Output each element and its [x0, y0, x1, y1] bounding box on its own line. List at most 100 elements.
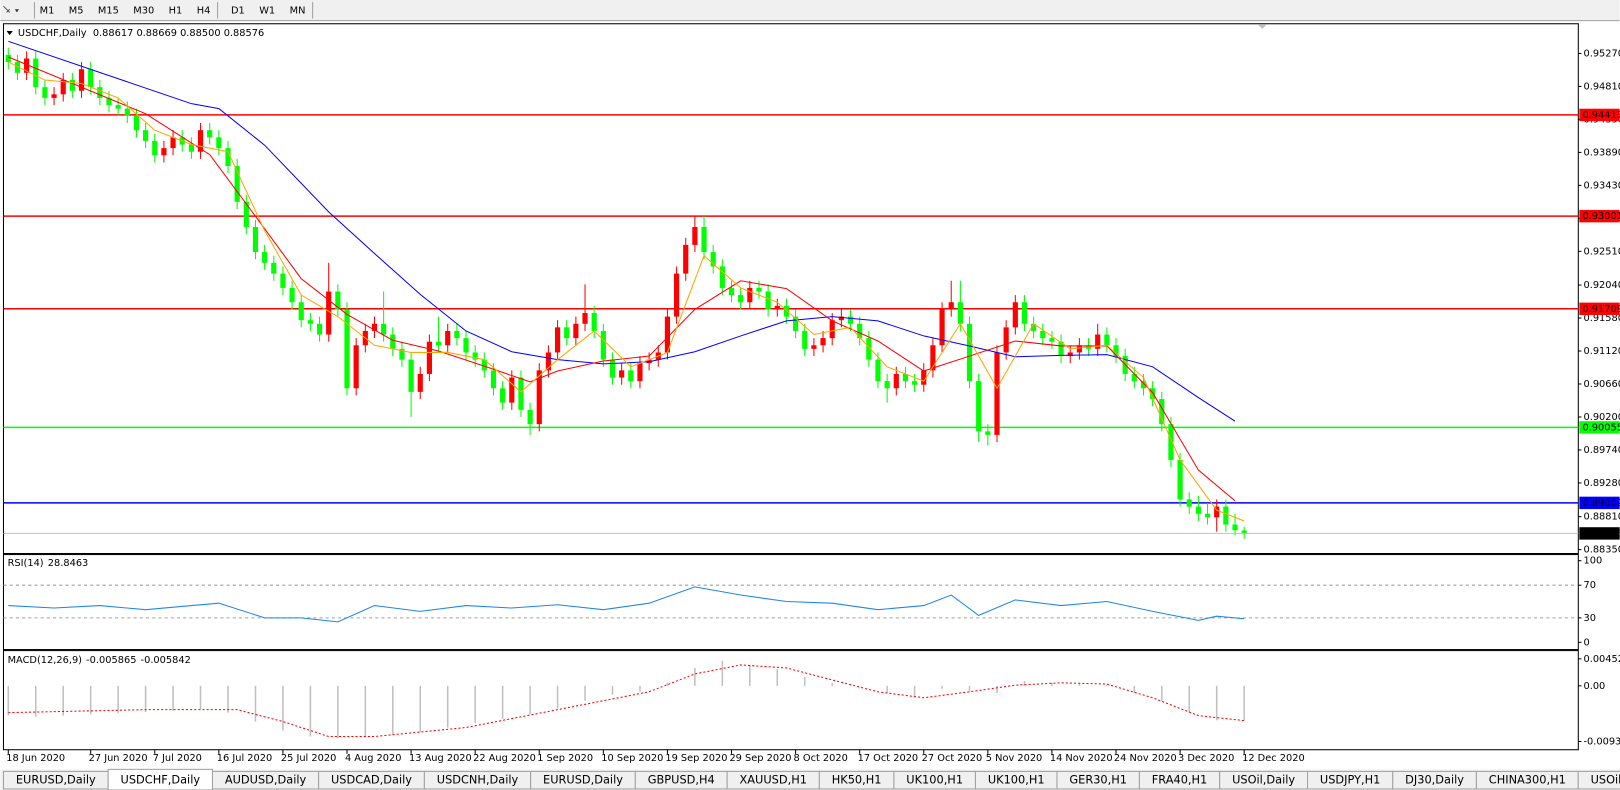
tab-label[interactable]: USDCNH,Daily [437, 773, 519, 787]
tab[interactable]: EURUSD,Daily [530, 770, 636, 790]
x-tick-label: 16 Jul 2020 [217, 753, 272, 764]
candle-body [106, 97, 112, 106]
tab-label[interactable]: FRA40,H1 [1152, 773, 1207, 787]
candle-body [1012, 302, 1018, 328]
timeframe-button[interactable]: M15 [98, 5, 119, 16]
tab-label[interactable]: GBPUSD,H4 [648, 773, 715, 787]
candle-body [701, 226, 707, 253]
tab[interactable]: USOil,... [1577, 770, 1620, 790]
tab-label[interactable]: DJ30,Daily [1405, 773, 1464, 787]
candle-body [875, 359, 881, 382]
tool-dropdown[interactable] [14, 9, 19, 13]
tab-label[interactable]: USDCHF,Daily [121, 773, 201, 787]
candle-body [765, 291, 771, 310]
level-label-box [1579, 108, 1620, 122]
level-label-box [1579, 421, 1620, 434]
macd-value: -0.005865 [86, 655, 136, 666]
candle-body [170, 137, 176, 149]
tab[interactable]: XAUUSD,H1 [726, 770, 820, 790]
candle-body [1058, 341, 1064, 357]
candle-body [793, 316, 799, 331]
candle-body [673, 273, 680, 317]
tab[interactable]: FRA40,H1 [1138, 770, 1221, 790]
timeframe-button[interactable]: MN [290, 5, 306, 16]
tab-label[interactable]: XAUUSD,H1 [740, 773, 807, 787]
candle-body [60, 79, 66, 95]
timeframe-button[interactable]: H1 [169, 5, 183, 16]
tab-label[interactable]: GER30,H1 [1069, 773, 1127, 787]
candle-body [252, 226, 259, 253]
candle-body [408, 359, 414, 392]
tab[interactable]: CHINA300,H1 [1475, 770, 1579, 790]
symbol: USDCHF,Daily [18, 28, 87, 39]
tab-label[interactable]: EURUSD,Daily [16, 773, 96, 787]
candle-body [939, 309, 945, 346]
tab-background[interactable] [1577, 770, 1620, 790]
candle-body [902, 373, 909, 382]
rsi-tick-label: 0 [1583, 637, 1589, 648]
timeframe-button[interactable]: W1 [259, 5, 275, 16]
tab[interactable]: USDCNH,Daily [423, 770, 532, 790]
tab[interactable]: USDCAD,Daily [318, 770, 425, 790]
candle-body [857, 323, 863, 339]
candle-body [1003, 327, 1009, 353]
header-arrow [6, 30, 13, 36]
x-tick-label: 24 Nov 2020 [1114, 753, 1177, 764]
tab[interactable]: EURUSD,Daily [2, 770, 109, 790]
candle-body [554, 327, 561, 353]
y-tick-label: 0.91120 [1583, 346, 1620, 357]
tab[interactable]: GBPUSD,H4 [634, 770, 728, 790]
candle-body [509, 377, 515, 403]
tab-label[interactable]: UK100,H1 [988, 773, 1045, 787]
x-tick-label: 7 Jul 2020 [153, 753, 202, 764]
tab-label[interactable]: USOil,Daily [1232, 773, 1295, 787]
candle-body [1186, 499, 1192, 507]
candle-body [802, 330, 808, 349]
tab[interactable]: AUDUSD,Daily [211, 770, 320, 790]
timeframe-button[interactable]: M5 [69, 5, 84, 16]
candle-body [243, 201, 249, 227]
tab-label[interactable]: UK100,H1 [906, 773, 963, 787]
timeframe-button[interactable]: D1 [231, 5, 245, 16]
timeframe-button[interactable]: M30 [133, 5, 154, 16]
candle-body [1177, 459, 1183, 500]
tool-icon[interactable] [3, 5, 11, 13]
tab[interactable]: HK50,H1 [818, 770, 895, 790]
candle-body [399, 348, 405, 360]
tab-label[interactable]: AUDUSD,Daily [225, 773, 307, 787]
candle-body [381, 323, 387, 335]
tab-label[interactable]: EURUSD,Daily [543, 773, 623, 787]
candle-body [847, 316, 854, 324]
timeframe-button[interactable]: M1 [40, 5, 55, 16]
candle-body [316, 323, 323, 335]
candle-body [234, 166, 240, 202]
candle-body [280, 273, 286, 288]
tab[interactable]: USOil,Daily [1219, 770, 1309, 790]
candle-body [692, 226, 698, 245]
level-label-box [1579, 302, 1620, 315]
tab[interactable]: USDCHF,Daily [107, 768, 213, 790]
tab[interactable]: DJ30,Daily [1392, 770, 1477, 790]
rsi-tick-label: 100 [1583, 556, 1602, 567]
tab[interactable]: USDJPY,H1 [1307, 770, 1394, 790]
tab-label[interactable]: USDJPY,H1 [1320, 773, 1380, 787]
tab[interactable]: GER30,H1 [1056, 770, 1140, 790]
timeframe-button[interactable]: H4 [197, 5, 211, 16]
x-tick-label: 14 Nov 2020 [1050, 753, 1113, 764]
y-tick-label: 0.89740 [1583, 445, 1620, 456]
tab-label[interactable]: HK50,H1 [832, 773, 882, 787]
tab[interactable]: UK100,H1 [893, 770, 976, 790]
tab[interactable]: UK100,H1 [974, 770, 1058, 790]
tab-label[interactable]: CHINA300,H1 [1489, 773, 1566, 787]
candle-body [78, 69, 85, 91]
candle-body [1040, 330, 1046, 339]
candle-body [591, 313, 597, 331]
macd-tick-label: 0.004527 [1583, 654, 1620, 665]
level-label: 0.91709 [1582, 304, 1620, 315]
candle-body [371, 323, 378, 331]
tab-label[interactable]: USOil,... [1591, 773, 1620, 787]
tab-label[interactable]: USDCAD,Daily [331, 773, 412, 787]
candle-body [481, 359, 487, 371]
macd-signal [8, 664, 1245, 738]
